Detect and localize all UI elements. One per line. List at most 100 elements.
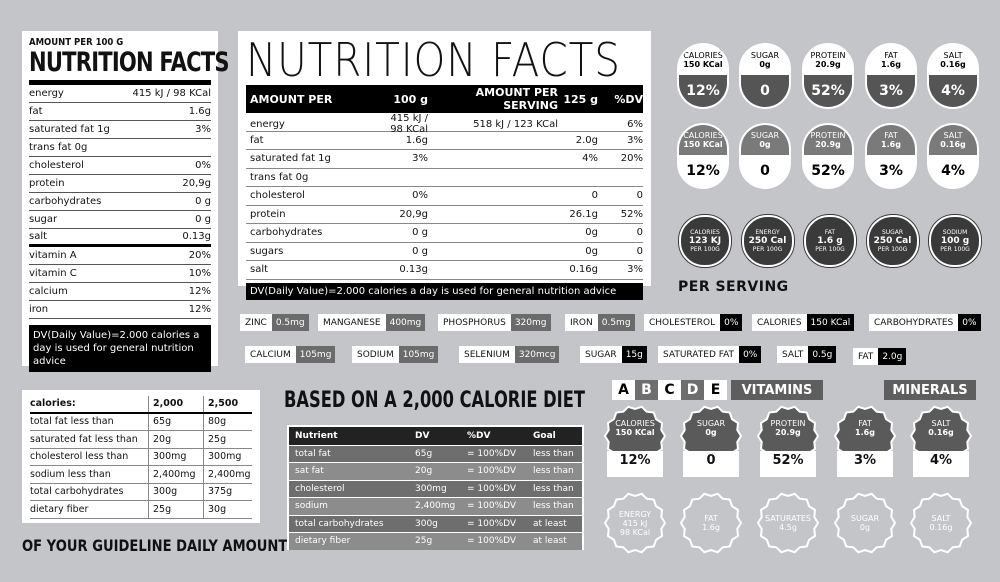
table-cell: = 100%DV xyxy=(467,466,517,477)
pill-top: PROTEIN 20.9g xyxy=(804,125,852,155)
nutrient-tag: CALORIES 150 KCal xyxy=(752,314,855,331)
table-cell: 2,400mg xyxy=(203,466,253,483)
pill-value: 0g xyxy=(759,60,771,69)
pill-top: SUGAR 0g xyxy=(741,125,789,155)
table-cell: fat xyxy=(250,134,264,146)
tag-value: 400mg xyxy=(385,314,426,331)
nutrient-pill: CALORIES 150 KCal 12% xyxy=(677,123,729,189)
table-cell: 20,9g xyxy=(399,208,428,220)
badge-percent: 12% xyxy=(619,453,651,468)
table-cell: at least xyxy=(533,518,567,529)
tag-name: PHOSPHORUS xyxy=(438,314,511,331)
tag-value: 0% xyxy=(958,314,981,331)
table-row: total fat less than 65g 80g xyxy=(30,413,253,431)
row-label: iron xyxy=(29,304,49,315)
table-cell: carbohydrates xyxy=(250,227,323,239)
table-cell: total carbohydrates xyxy=(295,518,384,529)
pill-name: SUGAR xyxy=(750,51,780,60)
tag-value: 105mg xyxy=(398,346,439,363)
table-cell: 80g xyxy=(203,413,253,430)
table-cell: saturated fat less than xyxy=(30,433,138,445)
table-row: cholesterol less than 300mg 300mg xyxy=(30,448,252,466)
pill-top: PROTEIN 20.9g xyxy=(804,45,852,75)
guideline-heading: OF YOUR GUIDELINE DAILY AMOUNT xyxy=(22,536,288,555)
table-row: total fat 65g = 100%DV less than xyxy=(289,444,582,462)
nutrient-tag: CHOLESTEROL 0% xyxy=(644,314,743,331)
header-cell: Goal xyxy=(533,430,556,441)
table-cell: sugars xyxy=(250,245,284,257)
row-value: 1.6g xyxy=(188,106,211,117)
table-cell: 25g xyxy=(203,431,253,448)
table-cell: sat fat xyxy=(295,466,324,477)
table-row: saturated fat 1g 3% xyxy=(29,121,211,139)
table-row: calcium 12% xyxy=(29,283,211,301)
circle-value: 250 Cal xyxy=(873,236,912,246)
pill-name: FAT xyxy=(884,51,898,60)
badge-value: 4.5g xyxy=(779,523,797,532)
grade-letter: E xyxy=(704,380,727,400)
table-header: Nutrient DV %DV Goal xyxy=(289,427,582,445)
table-cell: 0.13g xyxy=(399,264,428,276)
badge-text: CALORIES 150 KCal xyxy=(604,405,666,467)
pill-name: PROTEIN xyxy=(810,131,846,140)
badge-text: PROTEIN 20.9g xyxy=(757,405,819,467)
nutrient-pill: FAT 1.6g 3% xyxy=(865,43,917,109)
pill-percent: 0 xyxy=(741,155,789,187)
table-row: saturated fat 1g 3% 4% 20% xyxy=(246,150,643,169)
table-row: fat 1.6g 2.0g 3% xyxy=(246,132,643,150)
row-value: 0.13g xyxy=(182,231,211,242)
nutrient-tag: FAT 2.0g xyxy=(853,348,907,365)
table-cell: 0 g xyxy=(412,245,428,257)
pill-top: SALT 0.16g xyxy=(929,125,977,155)
tag-name: MANGANESE xyxy=(318,314,386,331)
row-label: calcium xyxy=(29,286,68,297)
pill-top: CALORIES 150 KCal xyxy=(679,45,727,75)
table-cell: 300g xyxy=(415,518,438,529)
table-cell: 3% xyxy=(412,153,428,165)
table-cell: 65g xyxy=(415,448,433,459)
badge-text: SALT 0.16g xyxy=(910,405,972,467)
table-cell: 30g xyxy=(203,501,253,518)
wavy-badge: CALORIES 150 KCal 12% xyxy=(604,405,666,477)
badge-name: FAT xyxy=(704,514,718,523)
table-row: salt 0.13g 0.16g 3% xyxy=(246,261,643,280)
table-row: carbohydrates 0 g xyxy=(29,193,211,211)
badge-name: CALORIES xyxy=(615,419,655,428)
vitamin-grade-letters: A B C D E xyxy=(612,380,727,400)
tag-value: 0.5mg xyxy=(271,314,309,331)
nutrition-label-compact: AMOUNT PER 100 G NUTRITION FACTS energy 4… xyxy=(22,31,230,372)
wavy-badge-outline: SATURATES 4.5g xyxy=(757,492,819,554)
table-row: iron 12% xyxy=(29,301,211,319)
table-row: carbohydrates 0 g 0g 0 xyxy=(246,224,643,243)
badge-text: SUGAR 0g xyxy=(680,405,742,467)
table-cell: 2,400mg xyxy=(415,501,456,512)
table-cell: cholesterol xyxy=(295,483,345,494)
tag-name: SODIUM xyxy=(352,346,399,363)
table-header: AMOUNT PER 100 g AMOUNT PER SERVING 125 … xyxy=(246,85,643,113)
table-cell: 0.16g xyxy=(569,264,598,276)
table-cell: 0 xyxy=(591,190,598,202)
table-cell: dietary fiber xyxy=(30,503,89,515)
table-cell: 65g xyxy=(148,413,203,430)
pill-value: 0.16g xyxy=(940,140,966,149)
pill-percent: 4% xyxy=(929,155,977,187)
row-value: 20% xyxy=(188,250,211,261)
table-cell: total fat xyxy=(295,448,331,459)
nutrient-tag: IRON 0.5mg xyxy=(565,314,635,331)
table-cell: sodium less than xyxy=(30,468,111,480)
nutrient-pill: FAT 1.6g 3% xyxy=(865,123,917,189)
badge-value: 0g xyxy=(859,523,871,532)
table-cell: 3% xyxy=(627,264,643,276)
circle-name: FAT xyxy=(824,229,836,236)
circle-per: PER 100G xyxy=(815,246,845,253)
tag-value: 320mcg xyxy=(514,346,560,363)
table-cell: 52% xyxy=(620,208,643,220)
table-cell: less than xyxy=(533,501,574,512)
badge-name: FAT xyxy=(858,419,872,428)
nutrient-pill: SALT 0.16g 4% xyxy=(927,123,979,189)
pill-value: 1.6g xyxy=(881,140,901,149)
badge-value: 0.16g xyxy=(928,428,954,437)
table-cell: salt xyxy=(250,264,269,276)
table-cell: = 100%DV xyxy=(467,483,517,494)
grade-letter: B xyxy=(635,380,658,400)
